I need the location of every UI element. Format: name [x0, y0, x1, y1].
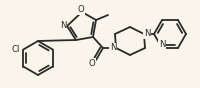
Text: Cl: Cl [11, 45, 19, 54]
Text: O: O [77, 5, 84, 14]
Text: O: O [88, 59, 95, 67]
Text: N: N [109, 43, 116, 53]
Text: N: N [143, 29, 150, 39]
Text: N: N [59, 21, 66, 29]
Text: N: N [158, 40, 164, 49]
